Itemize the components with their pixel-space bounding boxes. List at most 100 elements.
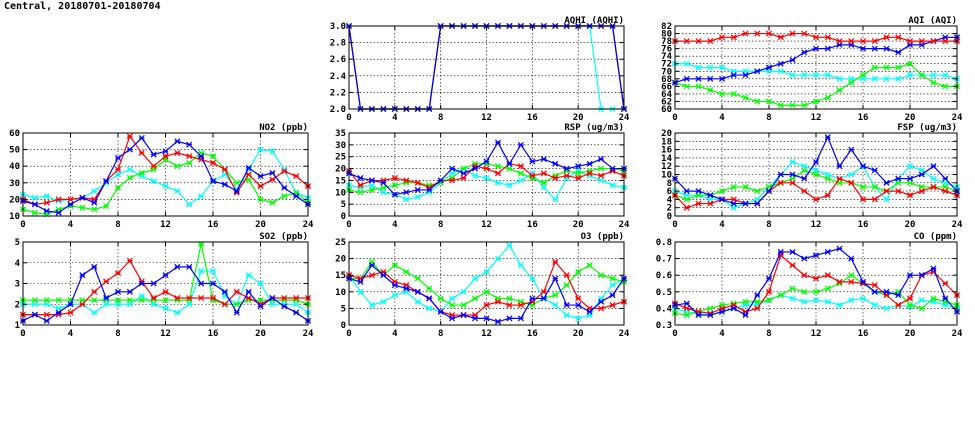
data-point <box>91 188 98 195</box>
chart-title: RSP (ug/m3) <box>564 123 624 133</box>
data-point <box>460 175 467 182</box>
data-point <box>812 159 820 166</box>
data-point <box>138 280 145 287</box>
x-tick-label: 4 <box>392 220 398 230</box>
y-tick-label: 15 <box>335 271 346 281</box>
data-point <box>871 288 878 295</box>
data-point <box>174 188 181 195</box>
data-point <box>31 209 38 216</box>
x-tick-label: 0 <box>672 329 677 339</box>
data-point <box>930 79 937 86</box>
x-tick-label: 8 <box>766 113 771 123</box>
data-point <box>150 178 157 185</box>
chart-title: NO2 (ppb) <box>259 123 308 133</box>
data-point <box>460 165 467 172</box>
data-point <box>472 172 479 179</box>
data-point <box>437 308 444 315</box>
data-point <box>380 189 387 196</box>
data-point <box>883 45 890 52</box>
data-point <box>789 102 796 109</box>
data-point <box>209 178 217 185</box>
data-point <box>186 159 193 166</box>
data-point <box>906 192 914 199</box>
data-point <box>859 278 867 285</box>
data-point <box>683 60 690 67</box>
data-point <box>942 83 949 90</box>
data-point <box>895 64 902 71</box>
data-point <box>529 158 536 165</box>
data-point <box>895 175 902 182</box>
y-tick-label: 60 <box>9 129 20 139</box>
data-point <box>586 170 593 177</box>
data-point <box>209 159 217 166</box>
y-tick-label: 5 <box>15 238 20 248</box>
x-tick-label: 16 <box>858 329 869 339</box>
y-tick-label: 10 <box>9 212 20 222</box>
data-point <box>742 298 749 305</box>
data-point <box>586 160 593 167</box>
data-point <box>824 192 831 199</box>
data-point <box>55 297 62 304</box>
data-point <box>824 134 831 141</box>
data-point <box>789 248 796 255</box>
data-point <box>789 295 796 302</box>
data-point <box>836 87 843 94</box>
data-point <box>103 203 110 210</box>
data-point <box>483 288 490 295</box>
y-tick-label: 10 <box>335 288 346 298</box>
data-point <box>598 305 605 312</box>
chart-title: CO (ppm) <box>914 232 957 242</box>
data-point <box>575 268 582 275</box>
data-point <box>718 308 726 315</box>
data-point <box>683 83 690 90</box>
data-point <box>162 183 169 190</box>
x-tick-label: 0 <box>346 220 351 230</box>
series-line <box>348 167 625 201</box>
data-point <box>114 288 122 295</box>
data-point <box>730 90 737 97</box>
data-point <box>695 83 702 90</box>
x-tick-label: 24 <box>619 113 630 123</box>
data-point <box>789 30 796 37</box>
data-point <box>472 295 479 302</box>
x-tick-label: 20 <box>573 220 584 230</box>
data-point <box>162 305 169 312</box>
data-point <box>695 312 702 319</box>
data-point <box>540 179 547 186</box>
data-point <box>895 188 902 195</box>
x-tick-label: 0 <box>672 220 677 230</box>
data-point <box>150 280 157 287</box>
data-point <box>895 75 902 82</box>
data-point <box>742 94 749 101</box>
data-point <box>126 133 133 140</box>
data-point <box>138 134 145 142</box>
data-point <box>707 87 714 94</box>
data-point <box>506 242 513 249</box>
data-point <box>91 309 98 316</box>
data-point <box>209 268 217 275</box>
data-point <box>683 188 690 195</box>
data-point <box>789 179 796 186</box>
x-tick-label: 8 <box>766 329 771 339</box>
data-point <box>707 38 714 45</box>
data-point <box>31 201 38 208</box>
data-point <box>883 196 890 203</box>
data-point <box>609 182 616 189</box>
data-point <box>942 38 949 45</box>
data-point <box>43 207 50 215</box>
x-tick-label: 20 <box>255 329 266 339</box>
chart-title: AQHI (AQHI) <box>564 16 624 26</box>
data-point <box>848 179 855 186</box>
data-point <box>257 280 264 287</box>
data-point <box>281 295 288 302</box>
data-point <box>67 196 74 203</box>
data-point <box>742 200 749 207</box>
data-point <box>695 188 702 195</box>
x-tick-label: 4 <box>392 113 398 123</box>
data-point <box>812 196 820 203</box>
data-point <box>79 204 86 211</box>
data-point <box>245 272 252 279</box>
data-point <box>789 171 796 178</box>
